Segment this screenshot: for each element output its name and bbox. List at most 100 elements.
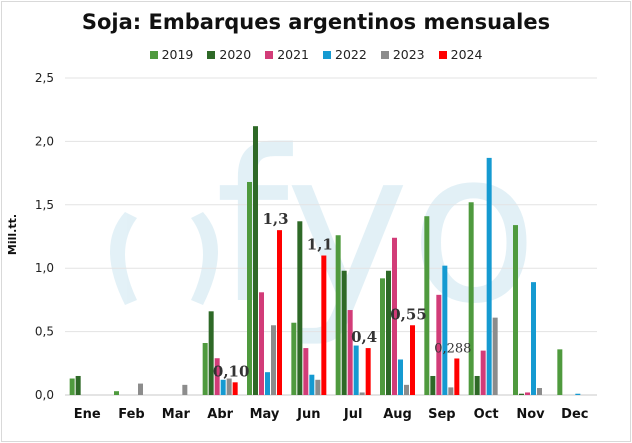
data-label: 0,4 — [351, 328, 377, 346]
data-label: 1,1 — [307, 236, 333, 254]
bar-2019-Jun — [291, 322, 297, 395]
bar-2024-Sep — [454, 358, 460, 395]
bar-2024-Jun — [321, 255, 327, 395]
bar-2024-Jul — [365, 348, 371, 395]
bar-2020-May — [253, 126, 258, 396]
x-tick-label: Ene — [74, 407, 101, 422]
bar-2021-Aug — [392, 237, 397, 395]
bar-2020-Ene — [75, 375, 81, 395]
data-label: 0,288 — [434, 341, 471, 356]
legend-label: 2021 — [277, 47, 309, 62]
bar-2019-May — [247, 181, 252, 395]
x-tick-label: Jul — [343, 407, 363, 422]
x-tick-label: Jun — [296, 407, 320, 422]
legend-label: 2022 — [335, 47, 367, 62]
bar-2023-Sep — [448, 387, 454, 395]
y-tick-label: 1,5 — [35, 198, 54, 212]
data-label: 0,10 — [213, 362, 250, 380]
bar-2020-Aug — [386, 270, 391, 395]
legend-item-2024: 2024 — [438, 47, 483, 62]
bar-2019-Oct — [468, 202, 474, 395]
bar-2020-Sep — [430, 375, 436, 395]
legend-item-2022: 2022 — [323, 47, 367, 62]
bar-2024-Aug — [410, 325, 415, 395]
bar-2019-Jul — [335, 235, 341, 395]
legend-label: 2019 — [161, 47, 194, 62]
x-tick-label: Feb — [118, 407, 144, 422]
bar-2024-May — [277, 230, 282, 395]
legend-item-2023: 2023 — [380, 47, 425, 62]
bar-2022-Sep — [442, 265, 448, 395]
x-tick-label: Mar — [162, 407, 191, 422]
x-tick-label: Sep — [428, 407, 456, 422]
bar-2023-May — [271, 325, 276, 395]
bar-2019-Dec — [557, 349, 563, 395]
legend-label: 2020 — [219, 47, 252, 62]
bar-2023-Aug — [404, 384, 409, 395]
legend-item-2021: 2021 — [265, 47, 309, 62]
bar-2023-Oct — [492, 317, 498, 395]
x-tick-label: May — [250, 407, 280, 422]
bar-2022-Dec — [575, 393, 581, 395]
bar-2022-Jun — [309, 374, 315, 395]
bar-2023-Nov — [537, 388, 542, 395]
bar-2021-Nov — [525, 392, 530, 395]
bar-2024-Abr — [232, 382, 238, 395]
bar-2023-Jun — [315, 379, 321, 395]
bar-2019-Abr — [202, 343, 208, 395]
bar-2023-Jul — [359, 392, 365, 395]
bar-2019-Sep — [424, 216, 430, 395]
data-label: 0,55 — [390, 305, 427, 323]
bar-2022-Oct — [486, 157, 492, 395]
legend: 2019 2020 2021 2022 2023 2024 — [0, 47, 632, 62]
x-tick-label: Dec — [561, 407, 588, 422]
bar-2020-Jun — [297, 221, 303, 395]
legend-swatch — [265, 50, 274, 59]
legend-swatch — [380, 50, 389, 59]
y-tick-label: 0,5 — [35, 325, 54, 339]
data-label: 1,3 — [262, 210, 288, 228]
bar-2021-Abr — [214, 358, 220, 395]
legend-swatch — [438, 50, 447, 59]
bar-2020-Abr — [208, 311, 214, 395]
legend-label: 2023 — [392, 47, 425, 62]
bar-2023-Abr — [226, 378, 232, 395]
bar-2019-Aug — [380, 278, 385, 395]
x-tick-label: Abr — [207, 407, 233, 422]
x-tick-label: Aug — [383, 407, 412, 422]
bar-2022-Nov — [531, 282, 536, 395]
bar-2022-Aug — [398, 359, 403, 395]
bar-2021-Oct — [480, 350, 486, 395]
chart-title: Soja: Embarques argentinos mensuales — [81, 10, 551, 34]
x-tick-label: Nov — [516, 407, 545, 422]
legend-label: 2024 — [450, 47, 483, 62]
y-tick-label: 1,0 — [35, 261, 54, 275]
legend-swatch — [207, 50, 216, 59]
bar-2023-Mar — [182, 384, 188, 395]
bar-2021-May — [259, 292, 264, 395]
bar-2020-Oct — [474, 375, 480, 395]
bar-2022-Jul — [353, 345, 359, 395]
bar-2022-May — [265, 372, 270, 395]
bar-2020-Nov — [519, 393, 524, 395]
y-tick-label: 2,5 — [35, 71, 54, 85]
bar-2019-Ene — [69, 378, 75, 395]
legend-item-2019: 2019 — [149, 47, 194, 62]
bar-2021-Sep — [436, 294, 442, 395]
legend-swatch — [323, 50, 331, 59]
bar-2020-Jul — [341, 270, 347, 395]
legend-swatch — [149, 50, 158, 59]
bar-2019-Nov — [513, 225, 518, 395]
bar-2023-Feb — [138, 383, 143, 395]
watermark-logo: fyo — [110, 105, 538, 350]
bar-2021-Jun — [303, 348, 309, 395]
svg-text:fyo: fyo — [215, 105, 538, 350]
x-tick-label: Oct — [474, 407, 499, 422]
bar-2021-Jul — [347, 310, 353, 395]
y-tick-label: 2,0 — [35, 134, 54, 148]
bar-2019-Feb — [114, 391, 119, 395]
y-tick-label: 0,0 — [35, 388, 54, 402]
legend-item-2020: 2020 — [207, 47, 251, 62]
